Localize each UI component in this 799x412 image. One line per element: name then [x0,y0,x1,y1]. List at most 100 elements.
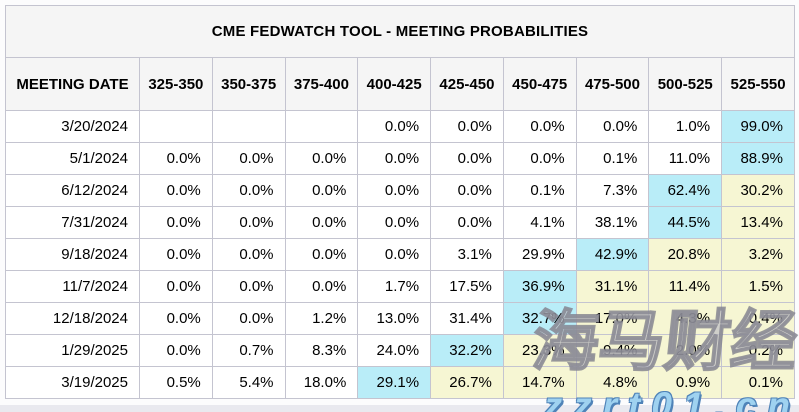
meeting-date-cell: 6/12/2024 [5,174,140,207]
probability-cell: 36.9% [502,270,577,303]
meeting-date-cell: 1/29/2025 [5,334,140,367]
probability-cell: 0.0% [284,270,359,303]
probability-cell: 24.0% [357,334,432,367]
probability-cell: 13.0% [357,302,432,335]
probability-cell: 0.7% [211,334,286,367]
probability-cell: 5.4% [211,366,286,399]
probability-cell: 1.0% [648,110,723,143]
probability-cell: 0.0% [357,174,432,207]
probability-cell: 29.1% [357,366,432,399]
col-header-meeting-date: MEETING DATE [5,57,140,111]
table-row: 3/20/2024 0.0% 0.0% 0.0% 0.0% 1.0% 99.0% [5,110,795,143]
probability-cell: 0.0% [284,206,359,239]
meeting-date-cell: 11/7/2024 [5,270,140,303]
probability-cell: 17.5% [430,270,504,303]
probability-cell: 29.9% [502,238,577,271]
fedwatch-probabilities-table: CME FEDWATCH TOOL - MEETING PROBABILITIE… [5,5,795,399]
probability-cell: 0.1% [721,366,795,399]
probability-cell: 0.0% [139,334,213,367]
probability-cell: 0.0% [357,206,432,239]
col-header-rate-range: 425-450 [430,57,504,111]
probability-cell: 23.3% [502,334,577,367]
probability-cell: 0.0% [139,174,213,207]
probability-cell: 0.0% [211,174,286,207]
probability-cell: 88.9% [721,142,795,175]
probability-cell: 13.4% [721,206,795,239]
meeting-date-cell: 9/18/2024 [5,238,140,271]
probability-cell: 0.0% [139,238,213,271]
probability-cell [284,110,359,143]
probability-cell: 11.4% [648,270,723,303]
probability-cell: 0.5% [139,366,213,399]
probability-cell: 44.5% [648,206,723,239]
table-row: 5/1/2024 0.0% 0.0% 0.0% 0.0% 0.0% 0.0% 0.1% 11.0… [5,142,795,175]
col-header-rate-range: 500-525 [648,57,723,111]
probability-cell: 11.0% [648,142,723,175]
probability-cell: 0.0% [139,206,213,239]
col-header-rate-range: 325-350 [139,57,213,111]
meeting-date-cell: 7/31/2024 [5,206,140,239]
probability-cell: 4.8% [575,366,650,399]
probability-cell: 4.3% [648,302,723,335]
probability-cell: 0.1% [575,142,650,175]
table-row: 12/18/2024 0.0% 0.0% 1.2% 13.0% 31.4% 32.7% 17.… [5,302,795,335]
probability-cell: 18.0% [284,366,359,399]
col-header-rate-range: 475-500 [575,57,650,111]
probability-cell: 0.0% [357,110,432,143]
table-row: 9/18/2024 0.0% 0.0% 0.0% 0.0% 3.1% 29.9% 42.9% 2… [5,238,795,271]
probability-cell: 3.1% [430,238,504,271]
table-row: 11/7/2024 0.0% 0.0% 0.0% 1.7% 17.5% 36.9% 31.1%… [5,270,795,303]
meeting-date-cell: 12/18/2024 [5,302,140,335]
probability-cell: 42.9% [575,238,650,271]
probability-cell: 0.0% [284,142,359,175]
probability-cell: 0.0% [357,142,432,175]
meeting-date-cell: 5/1/2024 [5,142,140,175]
probability-cell: 0.0% [357,238,432,271]
probability-cell: 0.0% [284,174,359,207]
probability-cell: 0.0% [502,142,577,175]
col-header-rate-range: 400-425 [357,57,432,111]
probability-cell: 0.0% [139,302,213,335]
probability-cell: 8.3% [284,334,359,367]
probability-cell: 0.4% [721,302,795,335]
col-header-rate-range: 375-400 [284,57,359,111]
meeting-date-cell: 3/19/2025 [5,366,140,399]
probability-cell: 1.2% [284,302,359,335]
probability-cell: 0.0% [211,270,286,303]
probability-cell: 0.0% [575,110,650,143]
probability-cell: 20.8% [648,238,723,271]
probability-cell: 0.0% [430,142,504,175]
probability-cell: 9.4% [575,334,650,367]
probability-cell: 62.4% [648,174,723,207]
table-row: 1/29/2025 0.0% 0.7% 8.3% 24.0% 32.2% 23.3% 9.4%… [5,334,795,367]
probability-cell: 32.7% [502,302,577,335]
probability-cell: 0.1% [502,174,577,207]
column-header-row: MEETING DATE 325-350 350-375 375-400 400-425… [5,57,795,111]
probability-cell [211,110,286,143]
probability-cell: 30.2% [721,174,795,207]
probability-cell: 99.0% [721,110,795,143]
table-title: CME FEDWATCH TOOL - MEETING PROBABILITIE… [5,5,795,58]
probability-cell: 0.0% [211,142,286,175]
meeting-date-cell: 3/20/2024 [5,110,140,143]
probability-cell: 0.0% [502,110,577,143]
table-row: 6/12/2024 0.0% 0.0% 0.0% 0.0% 0.0% 0.1% 7.3% 62.… [5,174,795,207]
title-row: CME FEDWATCH TOOL - MEETING PROBABILITIE… [5,5,795,58]
table-row: 3/19/2025 0.5% 5.4% 18.0% 29.1% 26.7% 14.7% 4.8… [5,366,795,399]
probability-cell: 0.0% [211,302,286,335]
probability-cell: 26.7% [430,366,504,399]
probability-cell: 7.3% [575,174,650,207]
page-bottom-strip [0,405,799,412]
probability-cell: 32.2% [430,334,504,367]
probability-cell: 31.4% [430,302,504,335]
col-header-rate-range: 350-375 [211,57,286,111]
probability-cell: 17.0% [575,302,650,335]
probability-cell: 0.9% [648,366,723,399]
probability-cell: 31.1% [575,270,650,303]
probability-cell: 14.7% [502,366,577,399]
probability-cell: 0.0% [284,238,359,271]
probability-cell: 2.0% [648,334,723,367]
probability-cell: 1.5% [721,270,795,303]
probability-cell: 3.2% [721,238,795,271]
probability-cell: 0.0% [139,142,213,175]
